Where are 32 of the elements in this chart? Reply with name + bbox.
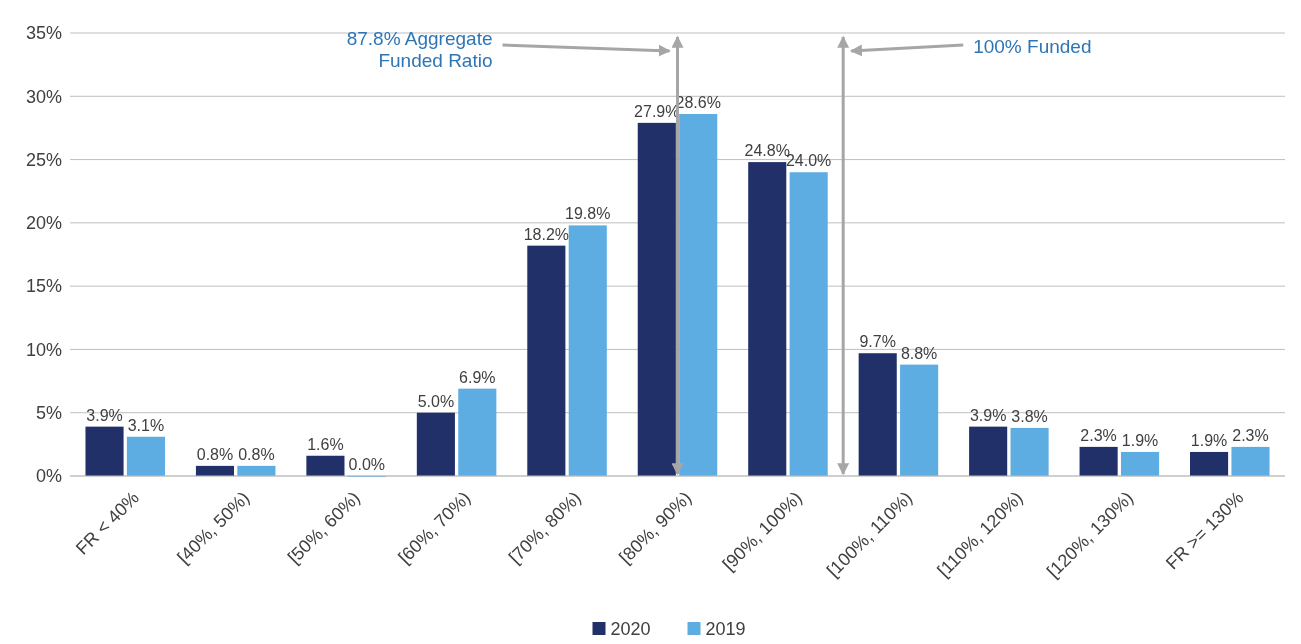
- ref-line-label: 87.8% Aggregate Funded Ratio: [346, 28, 493, 71]
- y-tick-label: 5%: [35, 403, 62, 424]
- y-tick-label: 0%: [35, 466, 62, 487]
- ref-line-label: 100% Funded: [973, 36, 1092, 57]
- data-label: 5.0%: [417, 392, 455, 410]
- y-tick-label: 20%: [25, 213, 62, 234]
- data-label: 18.2%: [523, 225, 570, 243]
- data-label: 1.9%: [1190, 431, 1228, 449]
- data-label: 8.8%: [900, 344, 938, 362]
- data-label: 6.9%: [459, 368, 496, 386]
- data-label: 1.6%: [307, 435, 344, 453]
- data-label: 3.9%: [969, 406, 1007, 424]
- y-tick-label: 35%: [25, 23, 62, 44]
- x-tick-label: FR < 40%: [71, 487, 143, 559]
- data-label: 3.1%: [127, 416, 165, 434]
- data-label: 2.3%: [1080, 426, 1117, 444]
- y-tick-label: 15%: [25, 276, 62, 297]
- data-label: 0.8%: [196, 445, 234, 463]
- data-label: 1.9%: [1121, 431, 1159, 449]
- data-label: 9.7%: [859, 333, 896, 351]
- data-label: 19.8%: [565, 205, 611, 223]
- data-label: 3.8%: [1011, 407, 1048, 425]
- legend-label: 2020: [610, 619, 651, 639]
- data-label: 2.3%: [1232, 426, 1269, 444]
- data-label: 0.0%: [348, 456, 386, 473]
- data-label: 0.8%: [238, 445, 275, 463]
- legend-label: 2019: [705, 619, 746, 639]
- y-tick-label: 30%: [25, 86, 62, 107]
- data-label: 3.9%: [86, 406, 123, 424]
- data-label: 24.8%: [744, 142, 790, 160]
- y-tick-label: 10%: [25, 339, 62, 360]
- y-tick-label: 25%: [25, 149, 62, 170]
